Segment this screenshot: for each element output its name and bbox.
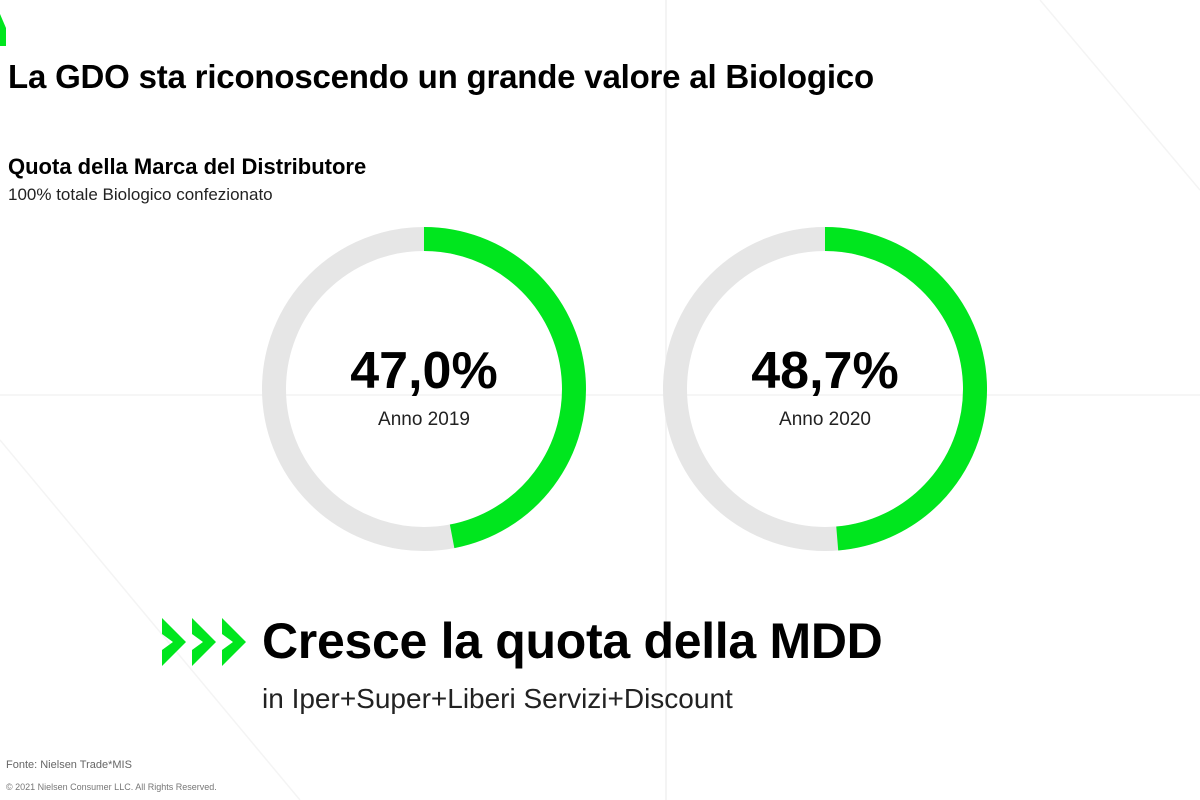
donut-chart-2020: 48,7% Anno 2020	[663, 227, 987, 551]
donut-2020-label: Anno 2020	[779, 409, 871, 430]
donut-chart-2019: 47,0% Anno 2019	[262, 227, 586, 551]
guide-diagonal-right	[1039, 0, 1200, 191]
donut-2019-svg	[262, 227, 586, 551]
headline-sub: in Iper+Super+Liberi Servizi+Discount	[262, 683, 733, 714]
chevron-2	[192, 618, 216, 666]
donut-2020-value: 48,7%	[751, 342, 899, 400]
triple-chevron-right-icon	[162, 618, 246, 666]
brand-corner-mark	[0, 14, 6, 46]
guide-diagonal-left	[0, 439, 301, 800]
donut-2019-value: 47,0%	[350, 342, 498, 400]
donut-2020-arc	[824, 227, 987, 551]
donut-2019-label: Anno 2019	[378, 409, 470, 430]
chart-subtitle: Quota della Marca del Distributore	[8, 154, 367, 179]
chart-note: 100% totale Biologico confezionato	[8, 185, 273, 204]
chevron-1	[162, 618, 186, 666]
donut-2020-svg	[663, 227, 987, 551]
chevron-3	[222, 618, 246, 666]
headline: Cresce la quota della MDD	[262, 613, 883, 669]
source-note: Fonte: Nielsen Trade*MIS	[6, 759, 132, 771]
donut-2019-arc	[423, 227, 586, 549]
copyright-note: © 2021 Nielsen Consumer LLC. All Rights …	[6, 782, 217, 792]
page-title: La GDO sta riconoscendo un grande valore…	[8, 58, 874, 95]
brand-corner-shape	[0, 14, 6, 46]
